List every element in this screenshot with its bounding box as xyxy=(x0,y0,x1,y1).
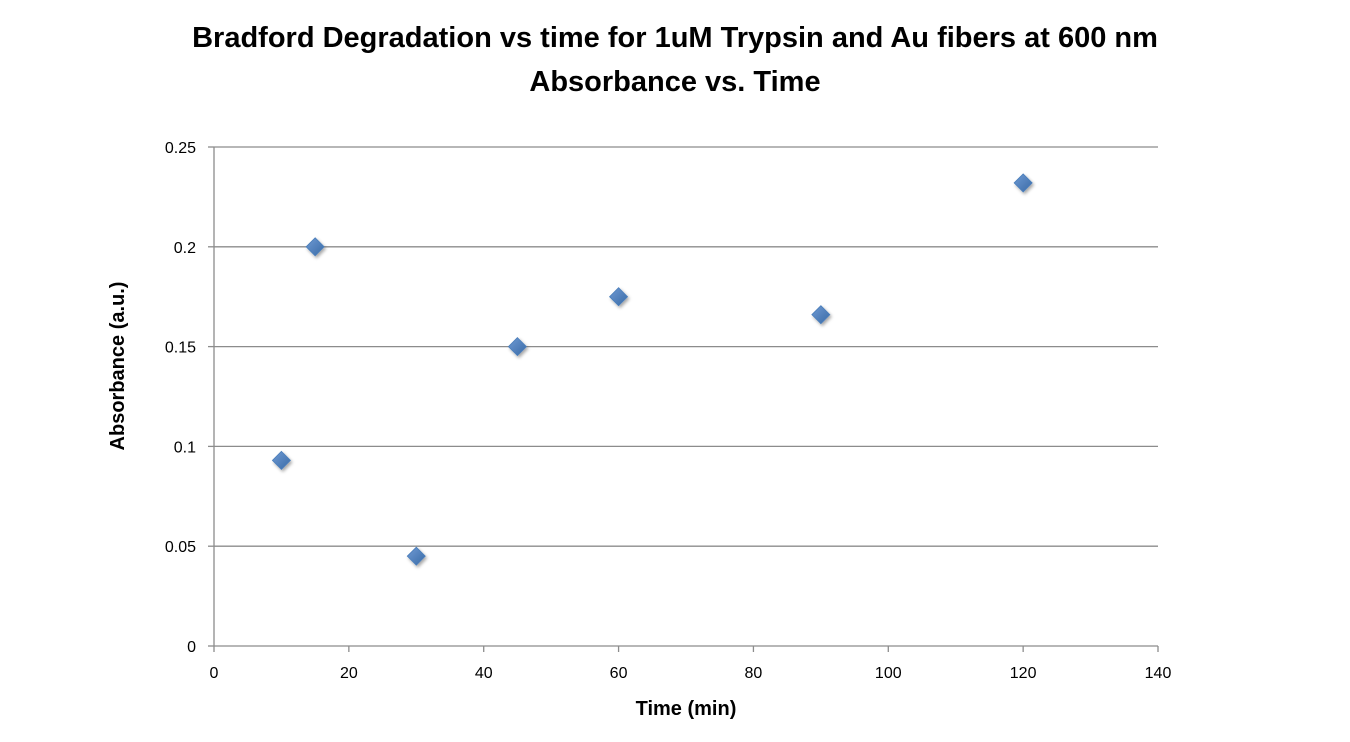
data-point xyxy=(406,546,426,566)
x-axis-label: Time (min) xyxy=(636,698,737,720)
data-points xyxy=(271,173,1033,566)
tick-labels: 0 0.05 0.1 0.15 0.2 0.25 0 20 40 60 80 100 120 140 xyxy=(165,140,1172,682)
x-tick-label: 0 xyxy=(210,665,219,682)
chart-title: Bradford Degradation vs time for 1uM Try… xyxy=(192,22,1158,54)
y-axis-label: Absorbance (a.u.) xyxy=(107,282,129,451)
x-tick-label: 100 xyxy=(875,665,902,682)
gridlines xyxy=(214,146,1158,547)
y-tick-label: 0.1 xyxy=(174,439,196,456)
chart-subtitle: Absorbance vs. Time xyxy=(529,66,821,98)
x-tick-label: 80 xyxy=(745,665,763,682)
data-point xyxy=(811,305,831,325)
y-tick-label: 0.2 xyxy=(174,240,196,257)
y-tick-label: 0.25 xyxy=(165,140,196,157)
y-tick-label: 0.15 xyxy=(165,340,196,357)
x-tick-label: 40 xyxy=(475,665,493,682)
data-point xyxy=(1013,173,1033,193)
axes xyxy=(208,146,1159,652)
y-tick-label: 0 xyxy=(187,639,196,656)
y-tick-label: 0.05 xyxy=(165,539,196,556)
x-tick-label: 120 xyxy=(1010,665,1037,682)
x-tick-label: 60 xyxy=(610,665,628,682)
x-tick-label: 20 xyxy=(340,665,358,682)
data-point xyxy=(305,237,325,257)
x-tick-label: 140 xyxy=(1145,665,1172,682)
data-point xyxy=(271,450,291,470)
data-point xyxy=(507,337,527,357)
data-point xyxy=(609,287,629,307)
